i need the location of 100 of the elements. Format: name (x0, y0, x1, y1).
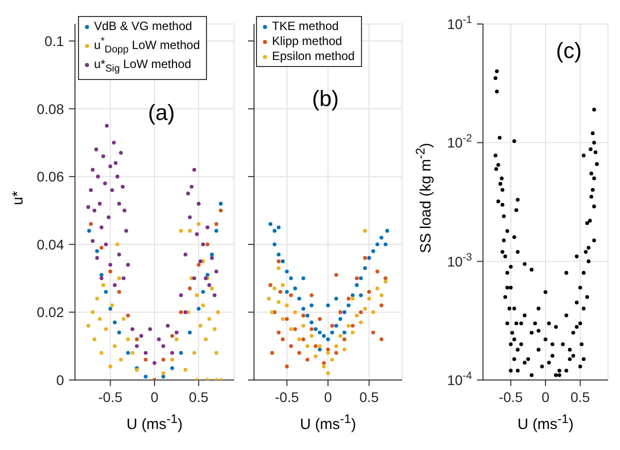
point (117, 252, 122, 256)
point (276, 259, 281, 264)
point (214, 270, 218, 274)
point (170, 334, 174, 338)
point (310, 293, 314, 298)
point (363, 228, 367, 233)
point (116, 242, 120, 246)
point (342, 330, 346, 334)
point (117, 290, 122, 294)
point (270, 350, 274, 355)
point (92, 337, 96, 342)
point (310, 320, 314, 324)
annotation: (a) (148, 100, 175, 126)
point (330, 330, 334, 334)
y-tick-label: 0.1 (44, 32, 64, 49)
legend-label: Klipp method (272, 34, 342, 48)
x-tick-label: -0.5 (498, 389, 524, 405)
point (284, 317, 289, 321)
point (95, 249, 99, 254)
point (218, 208, 223, 212)
point (384, 276, 388, 280)
point (108, 270, 112, 274)
y-tick-label: 0.02 (36, 304, 64, 320)
point (363, 256, 367, 260)
point (212, 293, 216, 298)
point (310, 327, 314, 332)
point (326, 337, 330, 342)
point (157, 337, 161, 342)
point (106, 215, 110, 220)
point (119, 358, 123, 362)
point (289, 327, 293, 332)
point (216, 310, 220, 314)
y-tick-label: 10$^{-1}$ (447, 14, 472, 32)
point (179, 310, 183, 314)
point (206, 242, 210, 246)
y-tick-label: 10$^{-4}$ (447, 370, 472, 388)
point (218, 202, 223, 206)
point (385, 228, 390, 233)
point (122, 208, 126, 212)
point (367, 296, 372, 301)
point (90, 239, 95, 243)
point (358, 310, 363, 314)
point (371, 330, 376, 334)
point (112, 344, 117, 348)
point (289, 276, 293, 280)
point (214, 350, 218, 355)
point (268, 283, 272, 287)
point (214, 228, 218, 233)
point (342, 348, 346, 352)
point (186, 192, 190, 196)
point (196, 222, 201, 226)
point (174, 337, 178, 342)
point (363, 266, 367, 270)
point (206, 226, 210, 230)
point (334, 350, 338, 355)
point (289, 293, 293, 298)
point (201, 290, 205, 294)
point (100, 276, 104, 280)
point (90, 310, 95, 314)
point (272, 242, 276, 246)
point (201, 304, 205, 308)
point (89, 188, 93, 192)
point (192, 168, 196, 172)
point (117, 276, 122, 280)
point (310, 304, 314, 308)
point (342, 310, 346, 314)
point (96, 174, 100, 178)
point (280, 317, 285, 321)
point (338, 334, 342, 338)
point (204, 337, 208, 342)
point (161, 371, 166, 376)
y-tick-label: 0.06 (36, 168, 64, 185)
point (284, 270, 289, 274)
point (161, 344, 166, 348)
point (276, 300, 281, 304)
point (139, 334, 144, 338)
point (338, 310, 342, 314)
point (110, 188, 114, 192)
point (126, 350, 130, 355)
point (98, 317, 102, 321)
point (306, 314, 310, 318)
point (330, 358, 334, 362)
point (184, 368, 188, 372)
point (358, 293, 363, 298)
point (207, 283, 212, 287)
y-tick-label: 10$^{-2}$ (447, 132, 472, 151)
legend-label: TKE method (272, 19, 339, 33)
x-axis-title: U (ms$^{-1}$) (125, 412, 184, 433)
point (98, 202, 102, 206)
point (188, 330, 192, 334)
point (354, 276, 359, 280)
point (144, 358, 148, 362)
y-tick-label: 0.08 (36, 100, 64, 117)
y-tick-label: 10$^{-3}$ (447, 251, 472, 270)
point (375, 242, 380, 246)
point (95, 256, 99, 260)
point (371, 249, 376, 254)
point (318, 348, 322, 352)
point (95, 296, 99, 301)
point (126, 337, 130, 342)
